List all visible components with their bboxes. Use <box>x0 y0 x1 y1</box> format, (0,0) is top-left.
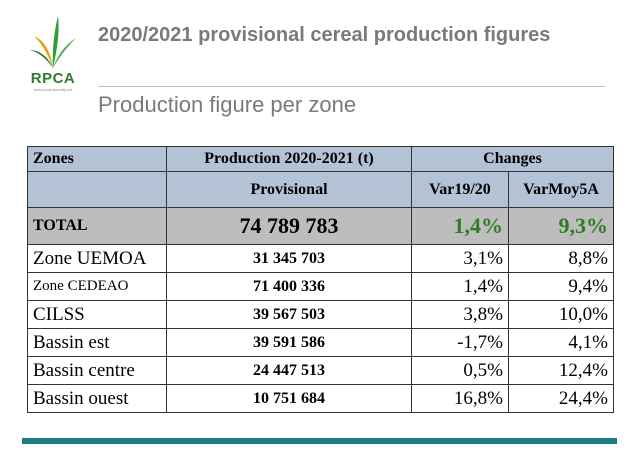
table-row: Bassin est 39 591 586 -1,7% 4,1% <box>27 328 614 357</box>
var19-20-cell: 16,8% <box>411 384 509 413</box>
zone-cell: Zone CEDEAO <box>27 272 167 301</box>
footer-bar <box>22 438 617 444</box>
table-row: Bassin ouest 10 751 684 16,8% 24,4% <box>27 384 614 413</box>
varmoy5a-cell: 10,0% <box>508 300 614 329</box>
wheat-leaves-icon <box>30 16 76 68</box>
page-subtitle: Production figure per zone <box>98 92 357 117</box>
production-table: Zones Production 2020-2021 (t) Changes P… <box>27 146 614 413</box>
total-var19-20: 1,4% <box>411 207 509 245</box>
zone-cell: Bassin ouest <box>27 384 167 413</box>
var19-20-cell: 1,4% <box>411 272 509 301</box>
table-row: Zone CEDEAO 71 400 336 1,4% 9,4% <box>27 272 614 301</box>
table-row: Bassin centre 24 447 513 0,5% 12,4% <box>27 356 614 385</box>
varmoy5a-cell: 9,4% <box>508 272 614 301</box>
production-cell: 39 591 586 <box>166 328 412 357</box>
production-cell: 10 751 684 <box>166 384 412 413</box>
page-title: 2020/2021 provisional cereal production … <box>98 24 551 46</box>
title-divider <box>98 86 605 87</box>
varmoy5a-cell: 24,4% <box>508 384 614 413</box>
production-cell: 24 447 513 <box>166 356 412 385</box>
var19-20-cell: -1,7% <box>411 328 509 357</box>
var19-20-cell: 3,8% <box>411 300 509 329</box>
zone-cell: Bassin est <box>27 328 167 357</box>
varmoy5a-cell: 12,4% <box>508 356 614 385</box>
header-production: Production 2020-2021 (t) <box>166 146 412 172</box>
total-production: 74 789 783 <box>166 207 412 245</box>
header-changes: Changes <box>411 146 614 172</box>
table-subheader-row: Provisional Var19/20 VarMoy5A <box>27 171 614 208</box>
total-zone: TOTAL <box>27 207 167 245</box>
header-empty-cell <box>27 171 167 208</box>
table-header-row: Zones Production 2020-2021 (t) Changes <box>27 146 614 172</box>
zone-cell: Bassin centre <box>27 356 167 385</box>
total-varmoy5a: 9,3% <box>508 207 614 245</box>
production-cell: 71 400 336 <box>166 272 412 301</box>
production-cell: 39 567 503 <box>166 300 412 329</box>
header-varmoy5a: VarMoy5A <box>508 171 614 208</box>
logo-tagline: www.food-security.net <box>33 87 73 92</box>
rpca-logo: RPCA www.food-security.net <box>22 10 84 92</box>
table-row: CILSS 39 567 503 3,8% 10,0% <box>27 300 614 329</box>
table-row: Zone UEMOA 31 345 703 3,1% 8,8% <box>27 244 614 273</box>
zone-cell: Zone UEMOA <box>27 244 167 273</box>
header-provisional: Provisional <box>166 171 412 208</box>
table-row-total: TOTAL 74 789 783 1,4% 9,3% <box>27 207 614 245</box>
production-cell: 31 345 703 <box>166 244 412 273</box>
header-var19-20: Var19/20 <box>411 171 509 208</box>
logo-text: RPCA <box>30 70 76 87</box>
var19-20-cell: 3,1% <box>411 244 509 273</box>
varmoy5a-cell: 4,1% <box>508 328 614 357</box>
header-zones: Zones <box>27 146 167 172</box>
varmoy5a-cell: 8,8% <box>508 244 614 273</box>
var19-20-cell: 0,5% <box>411 356 509 385</box>
zone-cell: CILSS <box>27 300 167 329</box>
